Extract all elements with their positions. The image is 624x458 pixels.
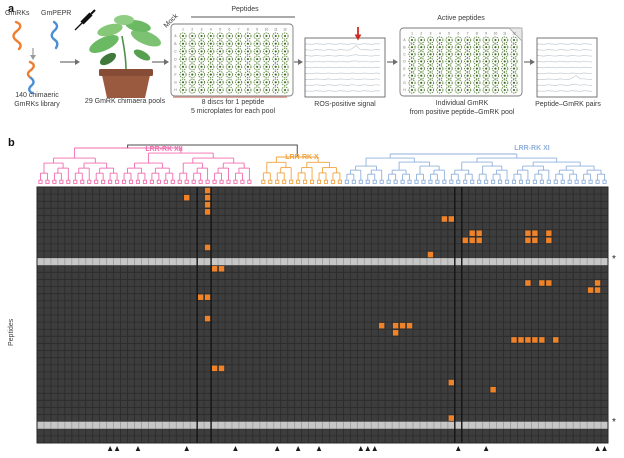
svg-text:11: 11	[503, 32, 507, 36]
svg-text:A: A	[403, 38, 406, 42]
library-caption-line2: GmRKs library	[14, 100, 60, 108]
pools-caption: 29 GmRK chimaera pools	[84, 98, 166, 105]
svg-text:4: 4	[210, 28, 212, 32]
svg-text:G: G	[403, 81, 406, 85]
svg-text:12: 12	[512, 32, 516, 36]
svg-text:D: D	[403, 60, 406, 64]
heatmap-column-separators	[196, 187, 463, 443]
svg-text:F: F	[404, 74, 406, 78]
svg-text:3: 3	[430, 32, 432, 36]
plate2-caption-line1: Individual GmRK	[435, 100, 489, 107]
heatmap-light-rows	[36, 258, 609, 429]
chimera-icons	[12, 20, 59, 95]
svg-text:5: 5	[448, 32, 450, 36]
svg-text:7: 7	[238, 28, 240, 32]
svg-text:6: 6	[457, 32, 459, 36]
plate1-caption: 8 discs for 1 peptide 5 microplates for …	[160, 99, 306, 117]
svg-text:7: 7	[467, 32, 469, 36]
library-caption: 140 chimaeric GmRKs library	[0, 92, 74, 110]
heatmap	[36, 186, 609, 451]
workflow-arrows	[60, 59, 535, 65]
ros-caption: ROS-positive signal	[314, 101, 376, 108]
plate2-caption-line2: from positive peptide–GmRK pool	[409, 108, 515, 116]
plant-illustration	[89, 15, 162, 98]
library-caption-line1: 140 chimaeric	[15, 92, 59, 99]
svg-text:2: 2	[420, 32, 422, 36]
svg-text:2: 2	[191, 28, 193, 32]
svg-text:G: G	[174, 80, 177, 84]
svg-text:F: F	[175, 73, 177, 77]
svg-text:E: E	[403, 67, 405, 71]
dendrogram-clade	[261, 156, 342, 184]
active-peptides-title: Active peptides	[437, 15, 485, 22]
svg-text:8: 8	[476, 32, 478, 36]
svg-text:5: 5	[219, 28, 221, 32]
panel-b-label: b	[8, 137, 15, 149]
ros-signal-box	[304, 27, 386, 98]
heatmap-highlight-cells	[184, 187, 601, 421]
panel-a-label: a	[8, 3, 15, 15]
svg-text:9: 9	[485, 32, 487, 36]
svg-text:1: 1	[182, 28, 184, 32]
dendrogram-clade	[344, 153, 607, 184]
column-arrowheads	[107, 446, 607, 451]
dendrogram-clade	[38, 147, 252, 184]
syringe-icon	[74, 9, 96, 31]
svg-text:H: H	[403, 88, 406, 92]
svg-text:10: 10	[494, 32, 498, 36]
svg-text:D: D	[174, 57, 177, 61]
peptides-axis-label: Peptides	[8, 318, 15, 346]
plate2-caption: Individual GmRK from positive peptide–Gm…	[378, 100, 546, 118]
heatmap-grid	[36, 186, 609, 444]
dendrogram	[38, 144, 607, 184]
cluster-label-lrr-rk-xi: LRR-RK XI	[514, 145, 550, 152]
svg-text:1: 1	[411, 32, 413, 36]
svg-text:B: B	[174, 42, 176, 46]
plate1-caption-line1: 8 discs for 1 peptide	[201, 99, 265, 106]
row-marker-asterisk-1: *	[612, 254, 616, 265]
svg-text:C: C	[174, 50, 177, 54]
svg-text:B: B	[403, 45, 405, 49]
svg-text:H: H	[174, 88, 177, 92]
cluster-label-lrr-rk-x: LRR-RK X	[285, 154, 319, 161]
svg-text:6: 6	[228, 28, 230, 32]
svg-text:3: 3	[201, 28, 203, 32]
svg-text:4: 4	[439, 32, 441, 36]
svg-text:C: C	[403, 52, 406, 56]
svg-text:9: 9	[256, 28, 258, 32]
svg-text:A: A	[174, 34, 177, 38]
peptides-header: Peptides	[231, 6, 259, 13]
gmpepr-label: GmPEPR	[41, 10, 72, 17]
gmrks-label: GmRKs	[5, 10, 30, 17]
cluster-label-lrr-rk-xii: LRR-RK XII	[145, 146, 183, 153]
row-marker-asterisk-2: *	[612, 417, 616, 428]
pairs-caption: Peptide–GmRK pairs	[535, 101, 601, 108]
svg-text:8: 8	[247, 28, 249, 32]
svg-text:E: E	[174, 65, 176, 69]
svg-text:11: 11	[274, 28, 278, 32]
pairs-signal-box	[536, 37, 598, 98]
svg-text:10: 10	[265, 28, 269, 32]
svg-text:12: 12	[283, 28, 287, 32]
plate1-caption-line2: 5 microplates for each pool	[190, 107, 276, 115]
